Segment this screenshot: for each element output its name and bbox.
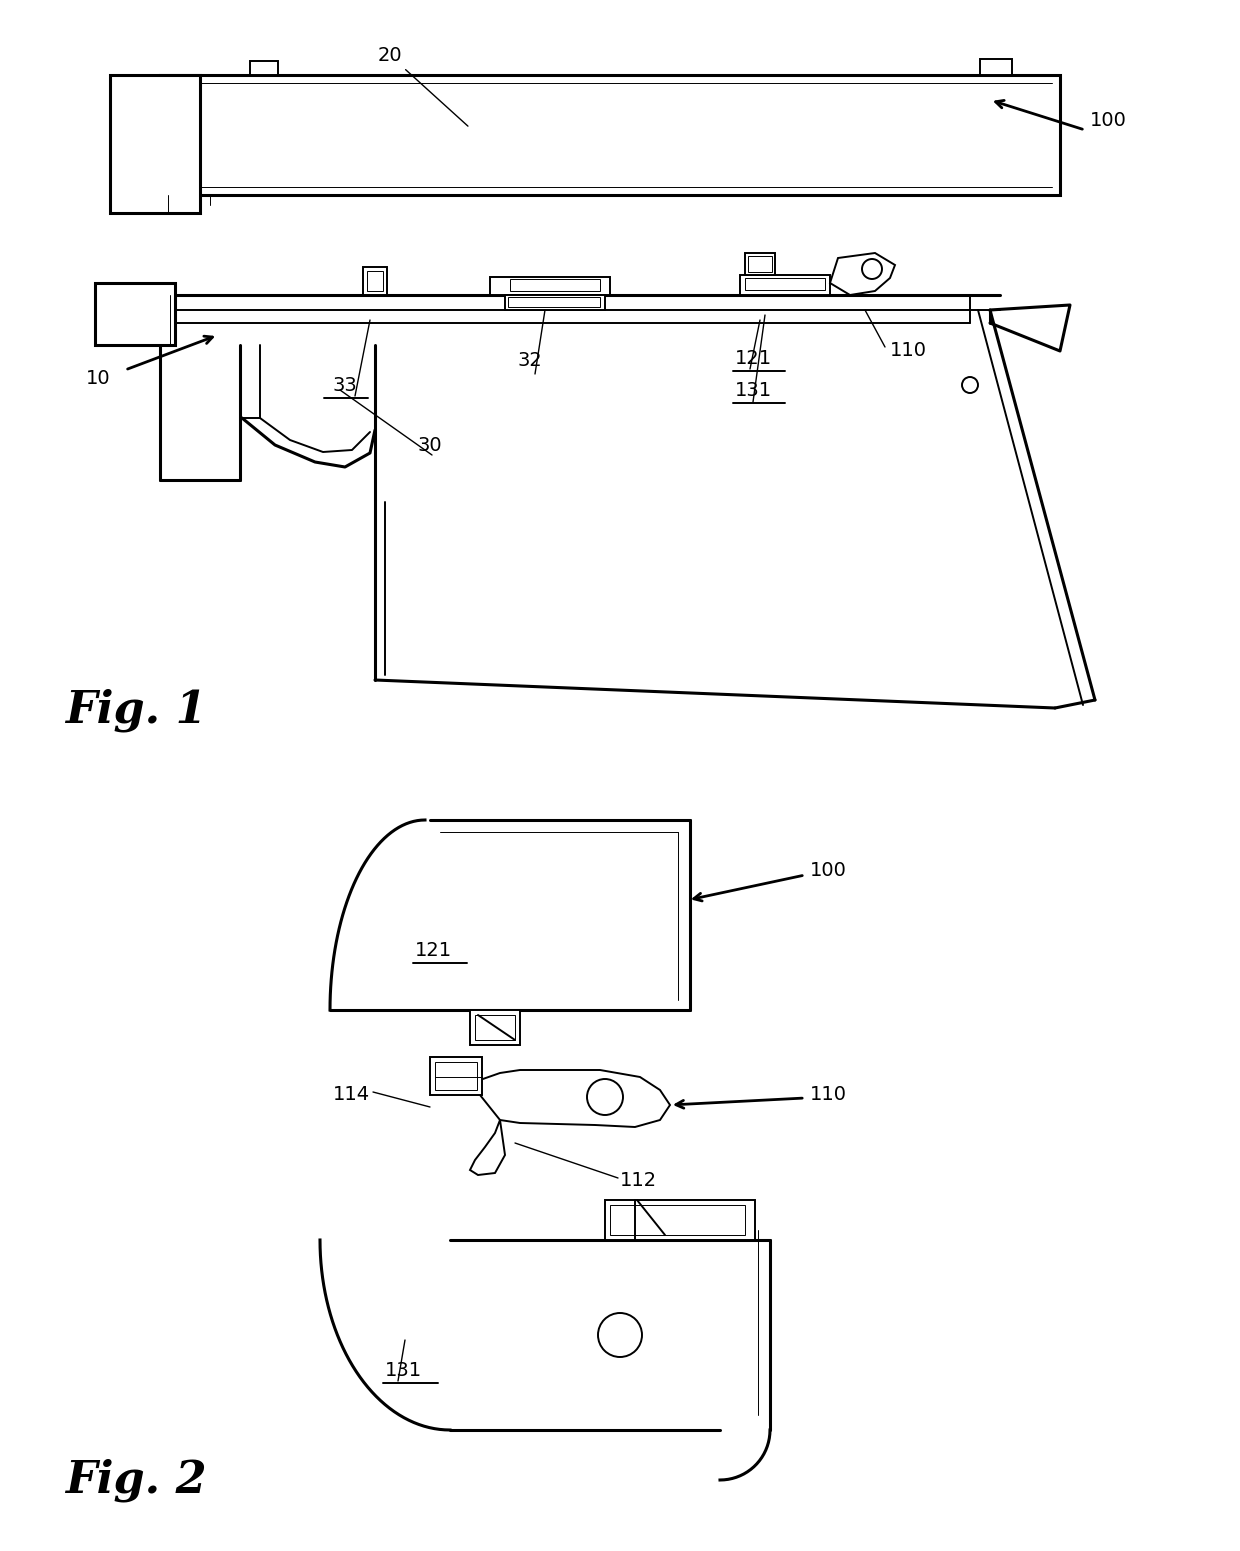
Bar — [250, 60, 278, 74]
Text: 131: 131 — [384, 1360, 422, 1380]
Polygon shape — [470, 1120, 505, 1176]
Text: 32: 32 — [517, 351, 542, 371]
Bar — [160, 74, 1060, 195]
Bar — [605, 1200, 755, 1239]
Text: 100: 100 — [1090, 110, 1127, 129]
Polygon shape — [480, 1070, 670, 1128]
Bar — [610, 1205, 745, 1235]
Bar — [980, 59, 1012, 74]
Bar — [510, 279, 600, 292]
Bar — [745, 253, 775, 275]
Text: 110: 110 — [810, 1086, 847, 1104]
Bar — [740, 275, 830, 295]
Text: 30: 30 — [418, 436, 443, 454]
Text: Fig. 1: Fig. 1 — [64, 689, 207, 732]
Text: Fig. 2: Fig. 2 — [64, 1458, 207, 1501]
Bar — [508, 296, 600, 307]
Text: 112: 112 — [620, 1171, 657, 1190]
Text: 20: 20 — [378, 47, 467, 126]
Text: 121: 121 — [735, 349, 773, 368]
Bar — [363, 267, 387, 295]
Bar — [110, 74, 200, 212]
Bar — [435, 1062, 477, 1090]
Bar — [367, 271, 383, 292]
Text: 131: 131 — [735, 382, 773, 400]
Bar — [430, 1056, 482, 1095]
Bar — [490, 278, 610, 295]
Text: 10: 10 — [86, 369, 110, 388]
Polygon shape — [830, 253, 895, 295]
Bar — [95, 282, 175, 344]
Bar — [470, 1010, 520, 1045]
Text: 100: 100 — [810, 861, 847, 879]
Bar — [748, 256, 773, 271]
Text: 121: 121 — [415, 941, 453, 960]
Bar — [745, 278, 825, 290]
Text: 33: 33 — [332, 375, 357, 396]
Bar — [505, 295, 605, 310]
Text: 114: 114 — [332, 1086, 370, 1104]
Bar — [475, 1014, 515, 1041]
Text: 110: 110 — [890, 341, 928, 360]
